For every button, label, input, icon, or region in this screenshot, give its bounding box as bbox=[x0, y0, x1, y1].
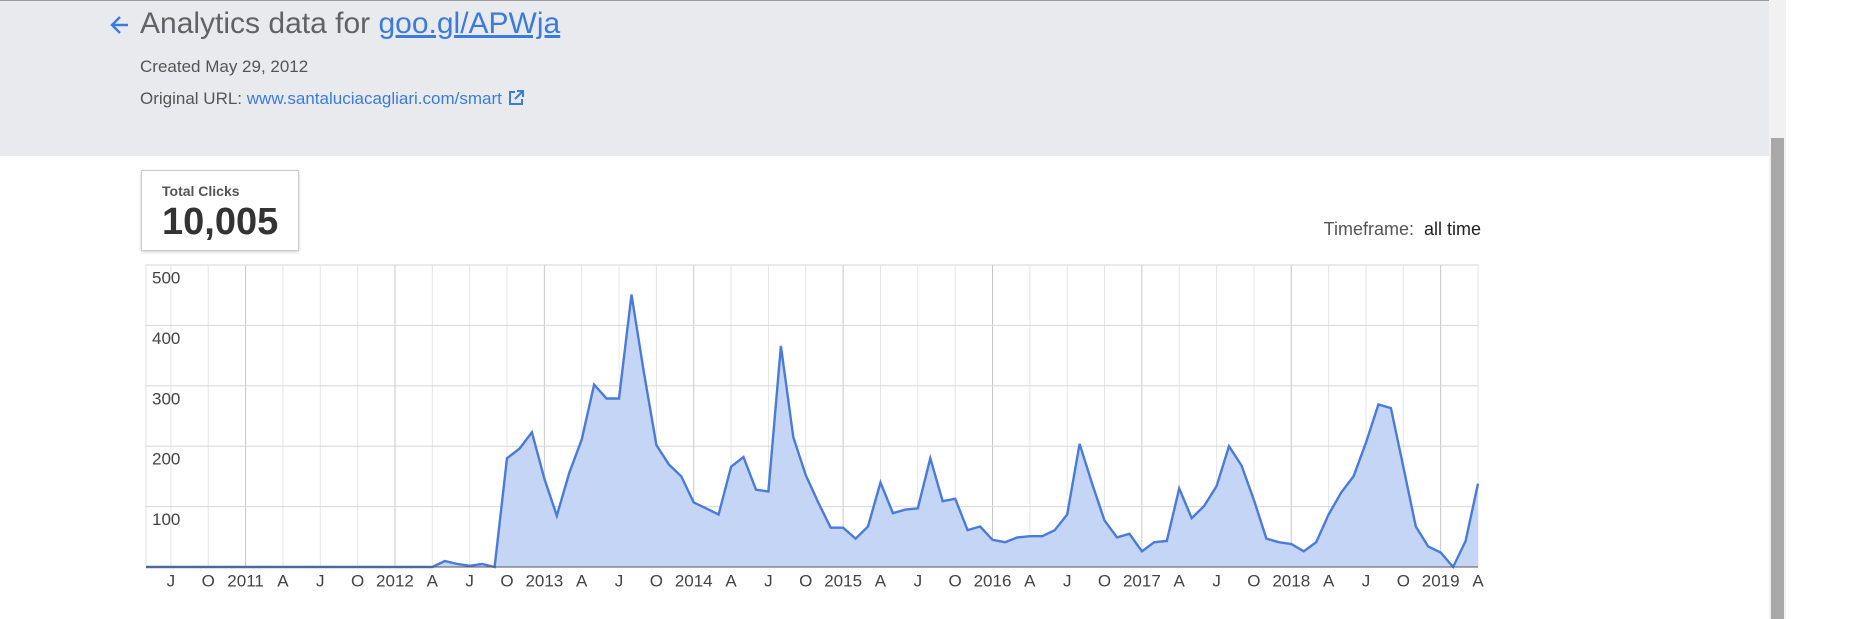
x-tick-label: 2013 bbox=[525, 571, 563, 590]
x-tick-label: O bbox=[1098, 571, 1111, 590]
x-tick-label: A bbox=[1024, 571, 1036, 590]
title-row: Analytics data for goo.gl/APWja bbox=[140, 7, 560, 41]
url-row: Original URL: www.santaluciacagliari.com… bbox=[140, 89, 525, 109]
chart: 100 200 300 400 500 J O 2011 A J O 2012 A J O 2013 A J O 20… bbox=[145, 264, 1484, 590]
x-tick-label: A bbox=[1472, 571, 1484, 590]
area-fill bbox=[146, 294, 1478, 567]
external-icon[interactable] bbox=[507, 89, 525, 107]
x-tick-label: O bbox=[650, 571, 663, 590]
x-tick-label: O bbox=[1397, 571, 1410, 590]
url-label: Original URL: bbox=[140, 89, 243, 108]
x-tick-label: J bbox=[1063, 571, 1072, 590]
y-tick-label: 500 bbox=[152, 268, 180, 287]
x-tick-label: O bbox=[949, 571, 962, 590]
x-tick-label: O bbox=[202, 571, 215, 590]
x-tick-label: 2017 bbox=[1123, 571, 1161, 590]
created: Created May 29, 2012 bbox=[140, 57, 309, 76]
scrollbar[interactable] bbox=[1769, 0, 1786, 619]
timeframe-label: Timeframe: bbox=[1323, 219, 1414, 239]
x-tick-label: 2015 bbox=[824, 571, 862, 590]
x-tick-label: J bbox=[764, 571, 773, 590]
x-tick-label: O bbox=[351, 571, 364, 590]
x-tick-label: 2014 bbox=[675, 571, 713, 590]
x-tick-label: 2016 bbox=[974, 571, 1012, 590]
timeframe: Timeframe: all time bbox=[1324, 219, 1481, 240]
x-tick-label: 2019 bbox=[1422, 571, 1460, 590]
x-tick-label: J bbox=[167, 571, 176, 590]
x-tick-label: A bbox=[427, 571, 439, 590]
x-tick-label: J bbox=[615, 571, 624, 590]
x-tick-label: J bbox=[914, 571, 923, 590]
timeframe-value[interactable]: all time bbox=[1423, 219, 1481, 239]
stat-value: 10,005 bbox=[162, 201, 279, 243]
x-tick-label: A bbox=[1323, 571, 1335, 590]
title: Analytics data for bbox=[140, 7, 371, 40]
x-tick-label: O bbox=[500, 571, 513, 590]
x-tick-label: 2011 bbox=[227, 571, 264, 590]
header: Analytics data for goo.gl/APWja Created … bbox=[0, 0, 1769, 156]
x-tick-label: A bbox=[875, 571, 887, 590]
y-tick-label: 200 bbox=[152, 450, 180, 469]
x-tick-label: O bbox=[799, 571, 812, 590]
x-tick-label: J bbox=[316, 571, 325, 590]
x-tick-label: 2018 bbox=[1272, 571, 1310, 590]
y-tick-label: 100 bbox=[152, 510, 180, 529]
x-tick-label: A bbox=[277, 571, 289, 590]
short-url[interactable]: goo.gl/APWja bbox=[378, 7, 561, 40]
stat-label: Total Clicks bbox=[162, 183, 240, 199]
x-tick-label: J bbox=[1212, 571, 1221, 590]
x-tick-label: 2012 bbox=[376, 571, 414, 590]
x-tick-label: J bbox=[465, 571, 474, 590]
x-tick-label: O bbox=[1247, 571, 1260, 590]
back-arrow[interactable] bbox=[108, 13, 132, 37]
x-tick-label: A bbox=[1174, 571, 1186, 590]
x-tick-label: A bbox=[725, 571, 737, 590]
y-tick-label: 400 bbox=[152, 329, 180, 348]
y-tick-label: 300 bbox=[152, 389, 180, 408]
scroll-thumb[interactable] bbox=[1771, 138, 1784, 619]
original-url[interactable]: www.santaluciacagliari.com/smart bbox=[246, 89, 502, 108]
stat-card: Total Clicks 10,005 bbox=[141, 170, 299, 251]
x-tick-label: A bbox=[576, 571, 588, 590]
x-tick-label: J bbox=[1362, 571, 1371, 590]
